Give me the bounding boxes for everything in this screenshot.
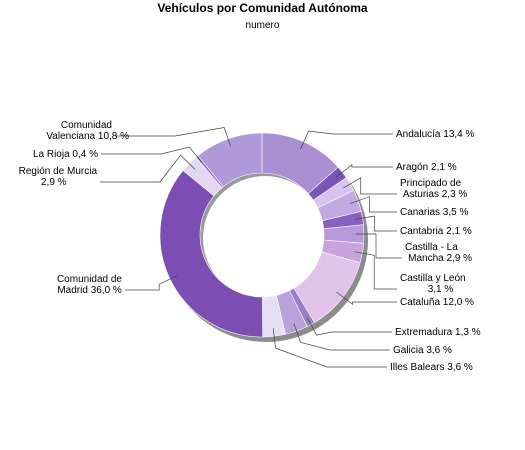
slice-label: Cantabria 2,1 % [400,226,472,237]
slice-label: Galicia 3,6 % [393,345,452,356]
slice-label: Cataluña 12,0 % [400,297,474,308]
leader-line [354,215,397,232]
slice-label: Canarias 3,5 % [400,207,468,218]
slice-label-line: Aragón 2,1 % [396,162,457,173]
slice-label-line: Principado de [400,178,462,189]
slice-label-line: 2,9 % [41,177,67,188]
donut-slice [159,170,263,338]
slice-label-line: Extremadura 1,3 % [395,327,481,338]
slice-label-line: Mancha 2,9 % [408,253,472,264]
slice-label: Aragón 2,1 % [396,162,457,173]
slice-label-line: Madrid 36,0 % [57,285,122,296]
slice-label-line: Castilla y León [400,273,466,284]
slice-label-line: 3,1 % [428,284,454,295]
leader-line [354,251,397,290]
slice-label-line: La Rioja 0,4 % [33,149,98,160]
slice-label-line: Andalucía 13,4 % [396,129,474,140]
slice-label-line: Castilla - La [405,242,458,253]
donut-slice [197,132,263,188]
slice-label-line: Canarias 3,5 % [400,207,468,218]
slice-label-line: Cantabria 2,1 % [400,226,472,237]
leader-line [350,196,397,213]
leader-line [300,130,393,150]
slice-label: Castilla y León 3,1 % [400,273,466,295]
slice-label: Principado de Asturias 2,3 % [400,178,467,200]
slice-label: La Rioja 0,4 % [33,149,98,160]
slice-label: Extremadura 1,3 % [395,327,481,338]
slice-label-line: Galicia 3,6 % [393,345,452,356]
slice-label-line: Región de Murcia [19,166,98,177]
slice-label: Andalucía 13,4 % [396,129,474,140]
leader-line [335,164,393,178]
leader-line [101,146,203,163]
chart-subtitle: numero [245,20,280,31]
slice-label-line: Comunidad [61,120,112,131]
leader-line [125,275,178,291]
slice-label: Región de Murcia 2,9 % [19,166,98,188]
leader-line [343,177,397,195]
leader-line [355,233,402,259]
donut-hole [203,176,327,300]
slice-label-line: Illes Balears 3,6 % [390,362,473,373]
slice-label: Comunidad Valenciana 10,8 % [46,120,129,142]
leader-line [306,317,392,336]
leader-line [272,328,387,368]
slice-label: Illes Balears 3,6 % [390,362,473,373]
chart-title: Vehículos por Comunidad Autónoma [157,1,368,15]
slice-label-line: Valenciana 10,8 % [46,131,129,142]
leader-line [100,154,196,183]
slice-label: Castilla - La Mancha 2,9 % [405,242,472,264]
slice-label-line: Cataluña 12,0 % [400,297,474,308]
leader-line [115,127,232,147]
slice-label: Comunidad de Madrid 36,0 % [57,274,122,296]
slice-label-line: Asturias 2,3 % [403,189,468,200]
leader-line [293,323,390,351]
slice-label-line: Comunidad de [57,274,122,285]
leader-line [336,291,397,306]
